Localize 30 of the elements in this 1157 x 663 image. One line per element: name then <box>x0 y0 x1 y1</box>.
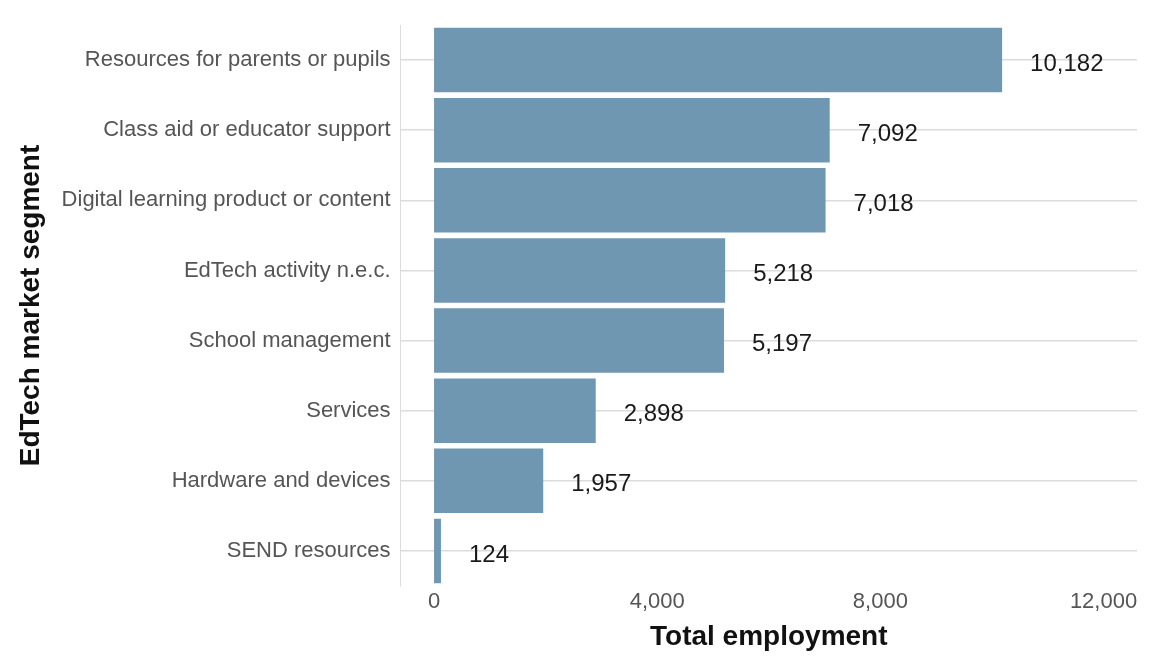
data-label: 1,957 <box>571 469 632 497</box>
y-tick-label: Resources for parents or pupils <box>84 46 391 72</box>
data-label: 124 <box>468 539 510 567</box>
bar <box>434 308 724 373</box>
y-tick-label: Services <box>306 396 391 422</box>
bar <box>434 168 826 233</box>
x-tick-label: 8,000 <box>852 588 908 614</box>
bar <box>434 518 441 584</box>
x-tick-label: 12,000 <box>1069 588 1138 614</box>
data-label: 5,218 <box>753 259 814 287</box>
x-tick-label: 0 <box>427 588 441 614</box>
bar <box>434 97 830 163</box>
y-tick-label: EdTech activity n.e.c. <box>183 256 391 282</box>
y-tick-label: SEND resources <box>226 537 391 562</box>
y-axis-title: EdTech market segment <box>13 144 45 467</box>
data-label: 10,182 <box>1030 48 1104 76</box>
y-tick-label: Hardware and devices <box>171 466 391 492</box>
data-label: 5,197 <box>751 329 813 357</box>
bar <box>434 448 544 514</box>
bar <box>434 378 596 443</box>
x-tick-label: 4,000 <box>629 588 685 614</box>
bar <box>434 27 1003 93</box>
x-axis-title: Total employment <box>650 619 888 651</box>
data-label: 7,092 <box>857 118 918 146</box>
y-tick-label: Class aid or educator support <box>103 116 391 142</box>
data-label: 2,898 <box>623 399 684 427</box>
bar <box>434 238 726 303</box>
y-tick-label: School management <box>188 326 391 352</box>
y-tick-label: Digital learning product or content <box>61 186 391 212</box>
data-label: 7,018 <box>853 188 914 216</box>
